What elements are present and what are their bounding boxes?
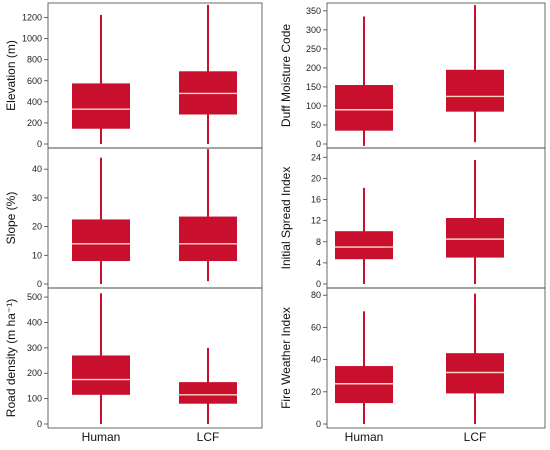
iqr-box: [72, 355, 130, 395]
iqr-box: [179, 382, 237, 404]
box-human: [72, 14, 130, 144]
panel-fire-weather-index: 0 20 40 60 80 Fire Weather Index: [279, 287, 546, 429]
panel-initial-spread-index: 0 4 8 12 16 20 24 Initial Spread Index: [279, 147, 546, 289]
y-tick-label: 8: [316, 237, 321, 247]
y-tick-label: 20: [311, 173, 321, 183]
category-labels-group: Human LCF Human LCF: [82, 430, 487, 444]
box-human: [72, 293, 130, 424]
panel-frame: [326, 287, 546, 429]
y-tick-label: 350: [306, 6, 321, 16]
box-lcf: [179, 347, 237, 424]
x-category-label-left-human: Human: [82, 430, 121, 444]
y-tick-label: 0: [316, 279, 321, 289]
box-lcf: [446, 5, 504, 143]
y-tick-label: 150: [306, 82, 321, 92]
y-axis-label: Slope (%): [4, 192, 18, 245]
panel-frame: [47, 287, 263, 429]
panel-frame: [326, 147, 546, 289]
y-axis-label: Elevation (m): [4, 40, 18, 111]
y-tick-label: 24: [311, 152, 321, 162]
y-axis-label: Initial Spread Index: [279, 167, 293, 270]
panel-road-density: 0 100 200 300 400 500 Road density (m ha⁻¹): [4, 287, 263, 429]
iqr-box: [335, 231, 393, 260]
y-tick-label: 600: [27, 76, 42, 86]
iqr-box: [72, 83, 130, 129]
y-tick-label: 800: [27, 55, 42, 65]
y-tick-label: 12: [311, 216, 321, 226]
x-category-label-right-lcf: LCF: [464, 430, 487, 444]
y-tick-label: 40: [32, 164, 42, 174]
iqr-box: [446, 218, 504, 258]
y-tick-label: 300: [306, 25, 321, 35]
y-tick-label: 400: [27, 97, 42, 107]
box-lcf: [446, 293, 504, 424]
y-tick-label: 30: [32, 193, 42, 203]
y-tick-label: 20: [311, 387, 321, 397]
y-tick-label: 200: [27, 118, 42, 128]
box-human: [72, 157, 130, 284]
y-tick-label: 60: [311, 322, 321, 332]
y-tick-label: 200: [306, 63, 321, 73]
panel-duff-moisture-code: 0 50 100 150 200 250 300 350 Duff Moisture Code: [279, 2, 546, 149]
panel-elevation: 0 200 400 600 800 1000 1200 Elevation (m): [4, 2, 263, 149]
y-axis-label: Duff Moisture Code: [279, 24, 293, 127]
y-tick-label: 100: [27, 394, 42, 404]
box-human: [335, 311, 393, 424]
panel-slope: 0 10 20 30 40 Slope (%): [4, 147, 263, 289]
box-lcf: [179, 149, 237, 282]
y-tick-label: 0: [37, 419, 42, 429]
y-tick-label: 16: [311, 195, 321, 205]
y-tick-label: 250: [306, 44, 321, 54]
y-tick-label: 40: [311, 355, 321, 365]
x-category-label-left-lcf: LCF: [197, 430, 220, 444]
box-human: [335, 16, 393, 146]
y-axis-label: Fire Weather Index: [279, 307, 293, 409]
y-tick-label: 0: [37, 279, 42, 289]
iqr-box: [335, 366, 393, 404]
y-tick-label: 20: [32, 222, 42, 232]
y-tick-label: 0: [37, 139, 42, 149]
iqr-box: [446, 69, 504, 112]
y-tick-label: 80: [311, 290, 321, 300]
iqr-box: [446, 353, 504, 394]
y-tick-label: 0: [316, 419, 321, 429]
y-tick-label: 300: [27, 343, 42, 353]
y-tick-label: 4: [316, 258, 321, 268]
y-axis-label: Road density (m ha⁻¹): [4, 299, 18, 417]
y-tick-label: 10: [32, 250, 42, 260]
y-tick-label: 500: [27, 292, 42, 302]
iqr-box: [72, 219, 130, 262]
box-human: [335, 187, 393, 284]
iqr-box: [179, 216, 237, 262]
box-lcf: [446, 159, 504, 284]
x-category-label-right-human: Human: [345, 430, 384, 444]
y-tick-label: 400: [27, 317, 42, 327]
y-tick-label: 1000: [22, 34, 42, 44]
y-tick-label: 200: [27, 368, 42, 378]
y-tick-label: 100: [306, 101, 321, 111]
y-tick-label: 1200: [22, 13, 42, 23]
box-lcf: [179, 4, 237, 144]
y-tick-label: 50: [311, 120, 321, 130]
y-tick-label: 0: [316, 139, 321, 149]
iqr-box: [335, 85, 393, 131]
